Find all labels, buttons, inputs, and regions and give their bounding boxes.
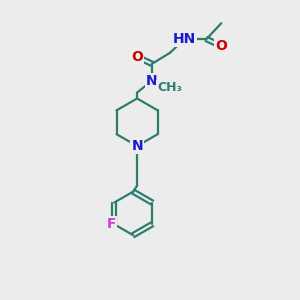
Text: N: N — [146, 74, 158, 88]
Text: N: N — [131, 139, 143, 153]
Text: O: O — [131, 50, 143, 64]
Text: F: F — [106, 217, 116, 231]
Text: CH₃: CH₃ — [157, 81, 182, 94]
Text: O: O — [215, 39, 227, 53]
Text: HN: HN — [173, 32, 196, 46]
